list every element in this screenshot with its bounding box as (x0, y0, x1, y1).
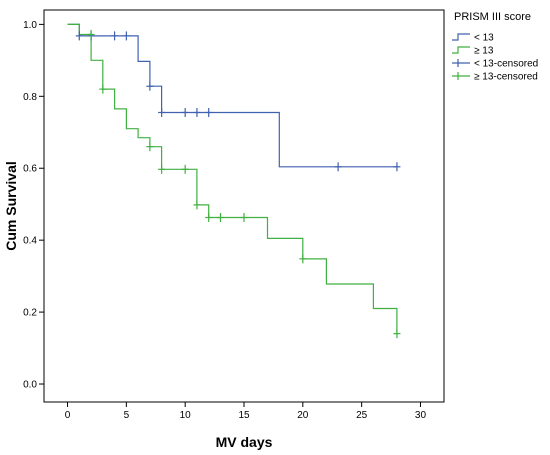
censor-mark (75, 31, 83, 41)
legend-label: < 13-censored (474, 59, 538, 70)
y-tick-label: 0.6 (23, 164, 37, 175)
censor-mark (146, 81, 154, 91)
legend-label: < 13 (474, 33, 494, 44)
censor-mark (87, 29, 95, 39)
x-tick-label: 15 (238, 410, 250, 421)
censor-mark (146, 142, 154, 152)
y-tick-label: 0.0 (23, 380, 37, 391)
legend-title: PRISM III score (454, 11, 531, 23)
y-tick-label: 0.4 (23, 236, 37, 247)
censor-mark (334, 162, 342, 172)
censor-mark (181, 107, 189, 117)
legend-item: ≥ 13-censored (452, 72, 538, 83)
censor-mark (193, 200, 201, 210)
y-tick-label: 1.0 (23, 20, 37, 31)
censor-mark (205, 213, 213, 223)
legend-label: ≥ 13 (474, 46, 494, 57)
legend: PRISM III score < 13 ≥ 13 < 13-censored ≥ 1… (452, 11, 538, 83)
censor-mark (158, 164, 166, 174)
plot-frame (43, 9, 445, 403)
censor-mark (122, 31, 130, 41)
legend-label: ≥ 13-censored (474, 72, 538, 83)
legend-item: < 13 (452, 33, 494, 44)
censor-mark (111, 31, 119, 41)
y-tick-label: 0.8 (23, 92, 37, 103)
y-axis-title: Cum Survival (3, 161, 19, 250)
censor-mark (99, 84, 107, 94)
censor-mark (393, 329, 401, 339)
censor-mark (299, 254, 307, 264)
x-tick-label: 25 (356, 410, 368, 421)
legend-line-glyph (452, 46, 470, 54)
censor-mark (158, 107, 166, 117)
x-axis-title: MV days (216, 434, 273, 450)
censor-mark (181, 164, 189, 174)
censor-mark (193, 107, 201, 117)
censor-mark (393, 162, 401, 172)
censor-mark (216, 213, 224, 223)
legend-line-glyph (452, 33, 470, 41)
x-tick-label: 5 (124, 410, 130, 421)
x-tick-label: 0 (65, 410, 71, 421)
x-tick-label: 30 (415, 410, 427, 421)
legend-item: < 13-censored (452, 59, 538, 70)
legend-item: ≥ 13 (452, 46, 494, 57)
censor-mark (205, 107, 213, 117)
x-tick-label: 10 (180, 410, 192, 421)
y-tick-label: 0.2 (23, 308, 37, 319)
censor-mark (240, 213, 248, 223)
x-tick-label: 20 (297, 410, 309, 421)
survival-curve-high-score (67, 23, 398, 334)
